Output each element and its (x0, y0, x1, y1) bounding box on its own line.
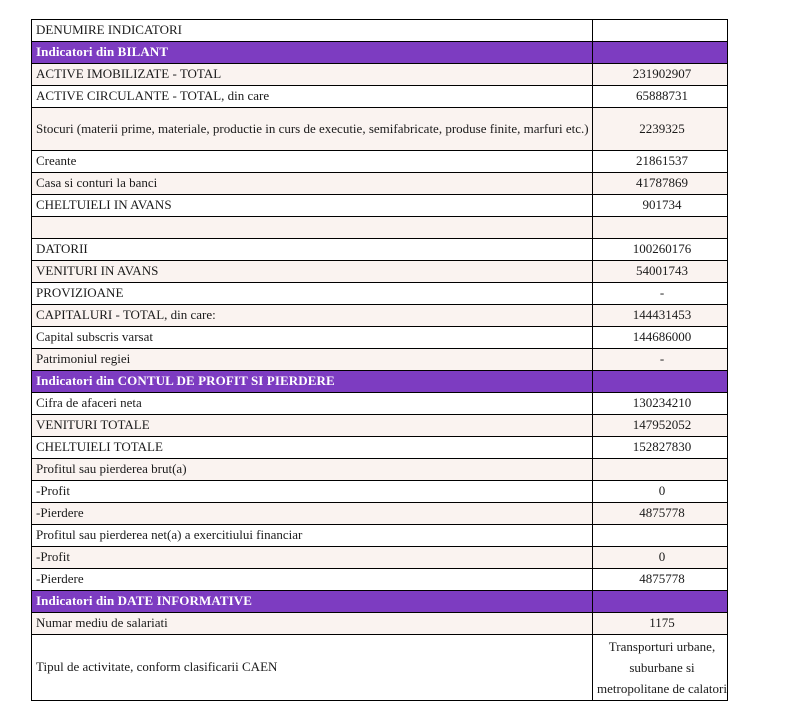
indicator-value-line: Transporturi urbane, (608, 638, 716, 654)
indicator-value-line: metropolitane de calatori (597, 681, 727, 697)
indicator-value-cell: 41787869 (592, 172, 728, 195)
table-row: Creante 21861537 (31, 150, 728, 173)
table-row: CHELTUIELI IN AVANS 901734 (31, 194, 728, 217)
indicator-value-cell: 54001743 (592, 260, 728, 283)
indicator-value-cell: 144431453 (592, 304, 728, 327)
table-row: Cifra de afaceri neta 130234210 (31, 392, 728, 415)
table-row: VENITURI IN AVANS 54001743 (31, 260, 728, 283)
financial-indicators-table: DENUMIRE INDICATORI Indicatori din BILANT… (31, 19, 728, 701)
section-header-row: Indicatori din DATE INFORMATIVE (31, 590, 728, 613)
indicator-value-cell: 1175 (592, 612, 728, 635)
indicator-name-cell: PROVIZIOANE (31, 282, 593, 305)
indicator-name-cell: -Profit (31, 480, 593, 503)
table-row: ACTIVE CIRCULANTE - TOTAL, din care 65888… (31, 85, 728, 108)
indicator-value-cell (592, 458, 728, 481)
indicator-name-cell: Profitul sau pierderea brut(a) (31, 458, 593, 481)
indicator-value-cell: 231902907 (592, 63, 728, 86)
indicator-name-cell (31, 216, 593, 239)
indicator-name-cell: Tipul de activitate, conform clasificari… (31, 634, 593, 701)
table-row: Numar mediu de salariati 1175 (31, 612, 728, 635)
table-row: Casa si conturi la banci 41787869 (31, 172, 728, 195)
indicator-name-cell: Casa si conturi la banci (31, 172, 593, 195)
section-header-row: Indicatori din CONTUL DE PROFIT SI PIERD… (31, 370, 728, 393)
indicator-name-cell: Cifra de afaceri neta (31, 392, 593, 415)
table-row: -Profit 0 (31, 480, 728, 503)
section-header-row: Indicatori din BILANT (31, 41, 728, 64)
indicator-name-cell: ACTIVE CIRCULANTE - TOTAL, din care (31, 85, 593, 108)
column-header-row: DENUMIRE INDICATORI (31, 19, 728, 42)
indicator-name-cell: Capital subscris varsat (31, 326, 593, 349)
indicator-name-cell: DENUMIRE INDICATORI (31, 19, 593, 42)
table-row (31, 216, 728, 239)
indicator-name-cell: -Profit (31, 546, 593, 569)
table-row: Profitul sau pierderea brut(a) (31, 458, 728, 481)
indicator-value-cell: 2239325 (592, 107, 728, 151)
indicator-value-cell: 65888731 (592, 85, 728, 108)
section-header-label: Indicatori din CONTUL DE PROFIT SI PIERD… (31, 370, 593, 393)
indicator-value-cell: 4875778 (592, 568, 728, 591)
table-row: CAPITALURI - TOTAL, din care: 144431453 (31, 304, 728, 327)
indicator-value-cell: 0 (592, 480, 728, 503)
indicator-name-cell: CHELTUIELI TOTALE (31, 436, 593, 459)
indicator-name-cell: Numar mediu de salariati (31, 612, 593, 635)
table-row: ACTIVE IMOBILIZATE - TOTAL 231902907 (31, 63, 728, 86)
table-row: Stocuri (materii prime, materiale, produ… (31, 107, 728, 151)
indicator-name-cell: VENITURI TOTALE (31, 414, 593, 437)
indicator-value-cell: 901734 (592, 194, 728, 217)
indicator-name-cell: Patrimoniul regiei (31, 348, 593, 371)
indicator-name-cell: Creante (31, 150, 593, 173)
section-header-value-cell (592, 370, 728, 393)
table-row: VENITURI TOTALE 147952052 (31, 414, 728, 437)
indicator-value-cell: - (592, 282, 728, 305)
indicator-name-cell: Stocuri (materii prime, materiale, produ… (31, 107, 593, 151)
indicator-value-cell (592, 216, 728, 239)
indicator-name-cell: VENITURI IN AVANS (31, 260, 593, 283)
indicator-value-cell: 4875778 (592, 502, 728, 525)
indicator-name-cell: Profitul sau pierderea net(a) a exerciti… (31, 524, 593, 547)
table-row: Capital subscris varsat 144686000 (31, 326, 728, 349)
indicator-value-line: suburbane si (629, 659, 695, 675)
indicator-name-cell: CHELTUIELI IN AVANS (31, 194, 593, 217)
indicator-value-cell: 21861537 (592, 150, 728, 173)
indicator-value-cell: 144686000 (592, 326, 728, 349)
table-row: Tipul de activitate, conform clasificari… (31, 634, 728, 701)
indicator-name-cell: CAPITALURI - TOTAL, din care: (31, 304, 593, 327)
table-row: -Profit 0 (31, 546, 728, 569)
table-row: -Pierdere 4875778 (31, 502, 728, 525)
table-row: PROVIZIOANE - (31, 282, 728, 305)
table-row: Patrimoniul regiei - (31, 348, 728, 371)
section-header-label: Indicatori din BILANT (31, 41, 593, 64)
section-header-value-cell (592, 590, 728, 613)
table-body: DENUMIRE INDICATORI Indicatori din BILANT… (31, 19, 728, 701)
table-row: CHELTUIELI TOTALE 152827830 (31, 436, 728, 459)
indicator-value-cell (592, 19, 728, 42)
indicator-value-cell: - (592, 348, 728, 371)
section-header-value-cell (592, 41, 728, 64)
indicator-value-cell: 130234210 (592, 392, 728, 415)
table-row: DATORII 100260176 (31, 238, 728, 261)
indicator-value-cell: Transporturi urbane, suburbane si metropol… (592, 634, 728, 701)
indicator-name-cell: ACTIVE IMOBILIZATE - TOTAL (31, 63, 593, 86)
indicator-value-cell: 100260176 (592, 238, 728, 261)
indicator-value-cell (592, 524, 728, 547)
indicator-value-cell: 147952052 (592, 414, 728, 437)
indicator-name-cell: -Pierdere (31, 502, 593, 525)
table-row: Profitul sau pierderea net(a) a exerciti… (31, 524, 728, 547)
indicator-value-multiline: Transporturi urbane, suburbane si metropol… (597, 636, 727, 699)
section-header-label: Indicatori din DATE INFORMATIVE (31, 590, 593, 613)
indicator-value-cell: 0 (592, 546, 728, 569)
indicator-value-cell: 152827830 (592, 436, 728, 459)
table-row: -Pierdere 4875778 (31, 568, 728, 591)
indicator-name-cell: -Pierdere (31, 568, 593, 591)
indicator-name-cell: DATORII (31, 238, 593, 261)
